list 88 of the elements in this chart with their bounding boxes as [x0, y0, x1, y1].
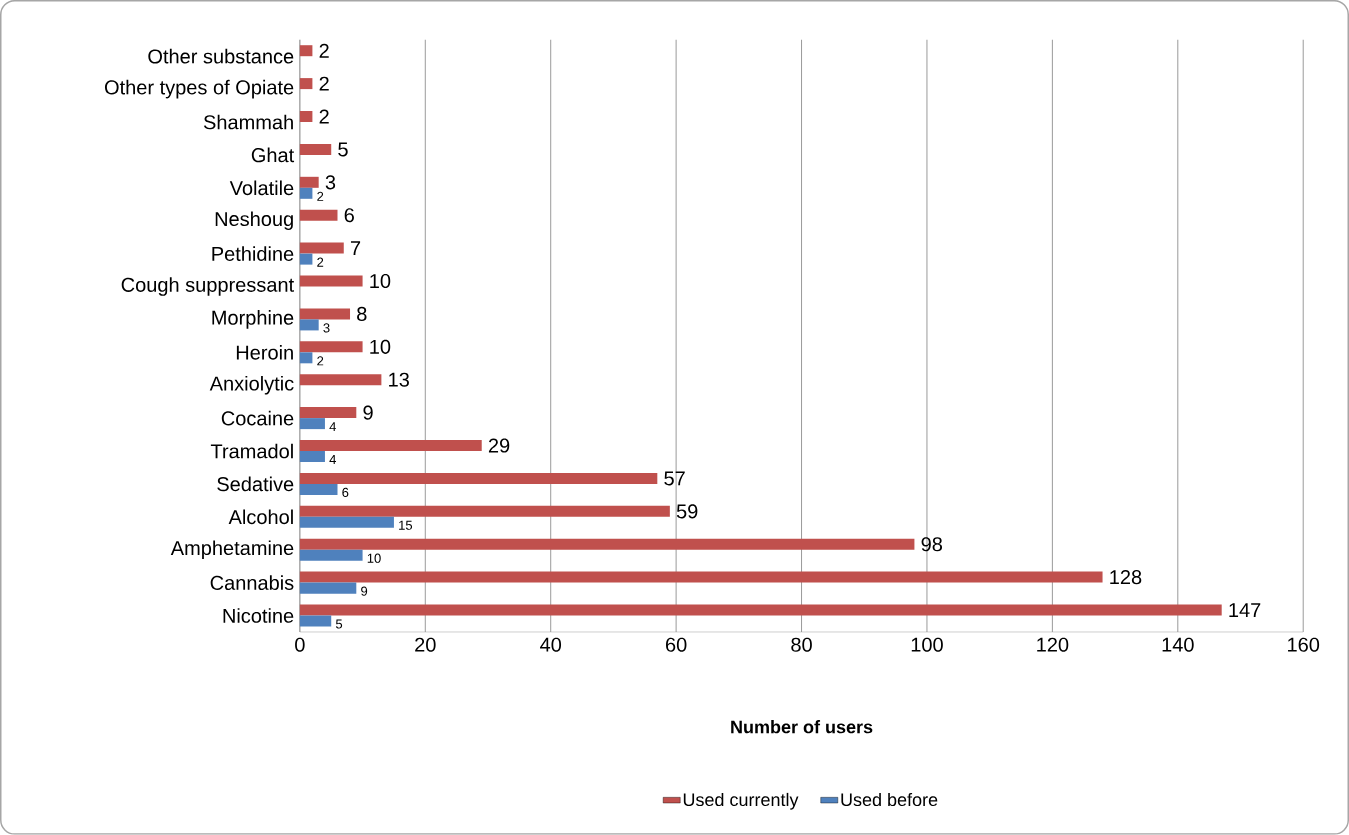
y-tick-label: Pethidine	[212, 246, 294, 262]
bar	[299, 440, 482, 452]
bar	[299, 319, 319, 331]
y-tick-label: Morphine	[212, 310, 294, 329]
data-label: 3	[325, 175, 336, 190]
data-label: 6	[344, 208, 354, 223]
y-tick-label: Ghat	[251, 147, 295, 163]
x-tick-label: 160	[1288, 637, 1320, 652]
data-label: 128	[1110, 570, 1142, 585]
data-label: 2	[317, 257, 324, 267]
bar	[299, 176, 319, 188]
bar	[299, 187, 313, 199]
bar	[299, 505, 670, 517]
y-tick-label: Amphetamine	[170, 540, 294, 560]
bar	[299, 374, 382, 386]
data-label: 10	[370, 339, 391, 354]
x-tick-label: 80	[791, 637, 812, 652]
x-tick-label: 120	[1037, 637, 1069, 652]
x-axis-title: Number of users	[731, 720, 873, 734]
bar	[299, 484, 338, 496]
data-label: 10	[370, 274, 391, 289]
y-tick-label: Shammah	[203, 114, 293, 130]
data-label: 2	[319, 43, 329, 58]
y-tick-label: Tramadol	[210, 443, 293, 459]
data-label: 13	[389, 372, 409, 387]
y-tick-label: Cough suppressant	[121, 277, 294, 296]
bar	[299, 308, 351, 320]
bar	[299, 144, 332, 156]
data-label: 2	[317, 191, 324, 201]
bar	[299, 451, 325, 463]
x-tick-label: 20	[415, 637, 436, 652]
bar	[299, 78, 313, 90]
bar	[299, 209, 338, 221]
data-label: 2	[319, 109, 329, 124]
y-tick-label: Alcohol	[228, 509, 293, 525]
bar	[299, 253, 313, 265]
data-label: 98	[921, 537, 943, 552]
bar	[299, 604, 1222, 616]
data-label: 9	[361, 586, 368, 596]
data-label: 6	[342, 487, 349, 498]
bar	[299, 549, 363, 561]
legend-label: Used currently	[683, 792, 799, 810]
y-tick-label: Cocaine	[221, 410, 294, 426]
bar	[299, 571, 1103, 583]
y-tick-label: Anxiolytic	[209, 375, 294, 395]
y-tick-label: Sedative	[217, 476, 294, 492]
legend-label: Used before	[841, 792, 938, 807]
bar	[299, 407, 357, 419]
data-label: 2	[317, 356, 324, 366]
y-tick-label: Volatile	[229, 180, 294, 196]
y-tick-label: Cannabis	[210, 575, 294, 591]
data-label: 10	[367, 553, 381, 563]
data-label: 3	[323, 323, 330, 333]
data-label: 147	[1229, 603, 1261, 617]
data-label: 5	[335, 619, 343, 629]
data-label: 9	[363, 405, 373, 420]
x-tick-label: 0	[295, 637, 305, 652]
bar	[299, 615, 332, 627]
data-label: 2	[319, 76, 329, 91]
data-label: 29	[488, 438, 510, 453]
x-tick-label: 60	[666, 637, 687, 652]
y-tick-label: Nicotine	[223, 608, 294, 623]
data-label: 59	[676, 504, 698, 519]
y-tick-label: Other substance	[148, 48, 294, 64]
bar	[299, 111, 313, 123]
y-tick-label: Other types of Opiate	[104, 79, 294, 99]
bar	[299, 352, 313, 364]
x-tick-label: 100	[911, 637, 943, 652]
x-tick-label: 140	[1162, 637, 1194, 652]
data-label: 4	[329, 422, 337, 432]
bar	[299, 275, 363, 287]
data-label: 8	[357, 306, 367, 322]
bar	[299, 473, 658, 485]
y-tick-label: Neshoug	[215, 211, 293, 231]
data-label: 4	[329, 455, 337, 465]
bar	[299, 418, 325, 430]
bar	[299, 242, 344, 254]
bar	[299, 582, 357, 594]
data-label: 15	[399, 520, 413, 530]
bar	[299, 45, 313, 57]
bar	[299, 341, 363, 353]
data-label: 7	[350, 241, 361, 256]
data-label: 57	[664, 471, 685, 486]
data-label: 5	[338, 142, 348, 157]
x-tick-label: 40	[540, 637, 562, 652]
bar	[299, 538, 915, 550]
bar	[299, 516, 394, 528]
y-tick-label: Heroin	[236, 345, 293, 360]
